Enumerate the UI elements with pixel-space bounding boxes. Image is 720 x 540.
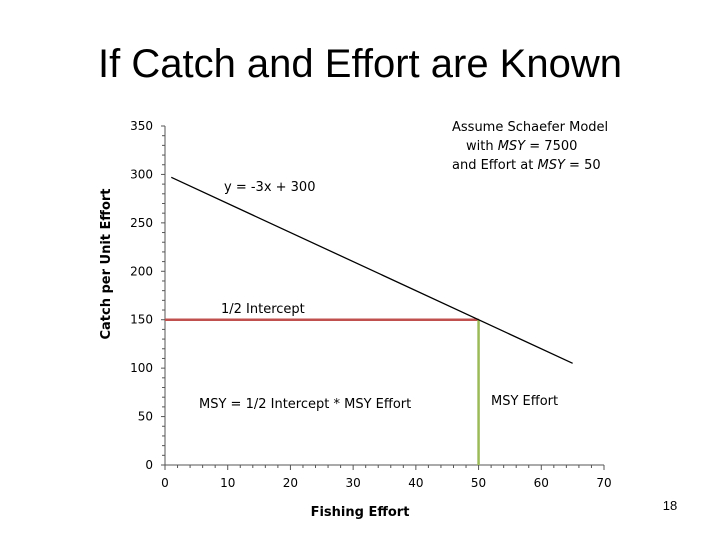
assumption-line-2: with MSY = 7500 — [466, 139, 577, 154]
y-tick-label: 100 — [130, 361, 153, 375]
regression-line — [170, 176, 573, 364]
assumption-line-2-msy: MSY — [498, 139, 526, 154]
assumption-line-3: and Effort at MSY = 50 — [452, 158, 601, 173]
slide-title: If Catch and Effort are Known — [97, 42, 622, 86]
chart-lines — [165, 176, 573, 465]
assumption-line-1: Assume Schaefer Model — [452, 120, 608, 135]
equation-label: y = -3x + 300 — [224, 180, 315, 195]
y-tick-label: 300 — [130, 167, 153, 181]
assumption-line-3-suffix: = 50 — [565, 158, 601, 173]
chart-ticks: 0 50 100 150 200 250 300 350 0 10 20 30 40 50 60 70 — [130, 119, 612, 490]
y-tick-label: 50 — [138, 410, 153, 424]
assumption-line-2-suffix: = 7500 — [525, 139, 577, 154]
x-tick-label: 30 — [346, 476, 361, 490]
y-tick-label: 200 — [130, 264, 153, 278]
x-tick-label: 40 — [408, 476, 423, 490]
x-tick-label: 20 — [283, 476, 298, 490]
x-tick-label: 60 — [534, 476, 549, 490]
x-axis-title: Fishing Effort — [311, 505, 410, 520]
x-tick-label: 10 — [220, 476, 235, 490]
y-tick-label: 350 — [130, 119, 153, 133]
msy-effort-label: MSY Effort — [491, 394, 558, 409]
x-tick-label: 70 — [596, 476, 611, 490]
y-tick-label: 0 — [145, 458, 153, 472]
chart-axes — [164, 126, 604, 466]
x-tick-label: 0 — [161, 476, 169, 490]
page-number: 18 — [662, 498, 678, 513]
assumption-line-3-msy: MSY — [537, 158, 565, 173]
x-tick-label: 50 — [471, 476, 486, 490]
y-axis-title: Catch per Unit Effort — [99, 188, 114, 339]
half-intercept-label: 1/2 Intercept — [221, 302, 305, 317]
assumption-line-3-prefix: and Effort at — [452, 158, 537, 173]
assumption-line-2-prefix: with — [466, 139, 498, 154]
y-tick-label: 250 — [130, 216, 153, 230]
msy-formula-label: MSY = 1/2 Intercept * MSY Effort — [199, 397, 411, 412]
y-tick-label: 150 — [130, 313, 153, 327]
assumption-note: Assume Schaefer Model with MSY = 7500 an… — [452, 120, 608, 173]
